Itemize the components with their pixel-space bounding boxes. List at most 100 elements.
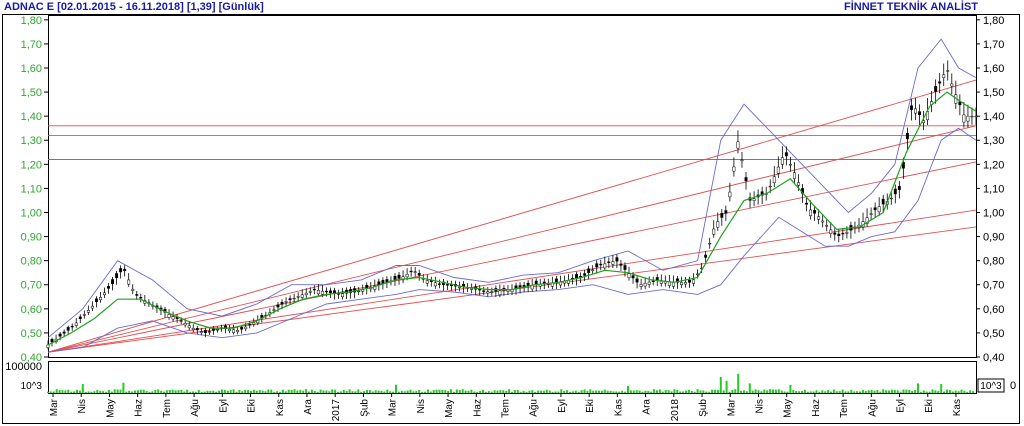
volume-bar bbox=[815, 390, 818, 393]
volume-bar bbox=[58, 390, 61, 393]
volume-bar bbox=[212, 390, 215, 393]
candle-body bbox=[308, 291, 312, 293]
candle-body bbox=[187, 325, 191, 329]
volume-bar bbox=[571, 391, 574, 393]
candle-body bbox=[119, 268, 123, 273]
volume-bar bbox=[757, 390, 760, 393]
volume-bar bbox=[937, 391, 940, 393]
volume-bar bbox=[554, 391, 557, 393]
volume-bar bbox=[545, 389, 548, 393]
bollinger-upper-band bbox=[47, 38, 977, 339]
x-tick-label: Eyl bbox=[218, 399, 229, 413]
volume-bar bbox=[284, 391, 287, 393]
volume-bar bbox=[890, 389, 893, 393]
candles bbox=[46, 60, 978, 350]
y-tick-label-right: 1,60 bbox=[983, 63, 1004, 75]
candle-body bbox=[417, 273, 421, 276]
candle-body bbox=[833, 232, 837, 235]
volume-bar bbox=[745, 391, 748, 393]
volume-bar bbox=[969, 390, 972, 393]
volume-bar bbox=[722, 390, 725, 393]
candle-body bbox=[409, 270, 413, 273]
volume-bar bbox=[864, 391, 867, 393]
volume-bar bbox=[679, 391, 682, 393]
volume-bar bbox=[308, 391, 310, 393]
volume-bar bbox=[279, 391, 281, 393]
volume-bar bbox=[110, 391, 113, 393]
candle-body bbox=[869, 213, 873, 215]
candle-body bbox=[240, 326, 244, 330]
candle-body bbox=[401, 276, 405, 281]
volume-bar bbox=[789, 385, 792, 393]
x-tick-label: May bbox=[783, 399, 794, 418]
volume-bar bbox=[847, 391, 850, 393]
volume-bar bbox=[876, 390, 879, 393]
volume-bar bbox=[73, 391, 76, 393]
volume-bar bbox=[183, 391, 186, 393]
candle-body bbox=[865, 217, 869, 224]
volume-bar bbox=[685, 390, 687, 393]
candle-body bbox=[901, 162, 905, 169]
volume-bar bbox=[603, 389, 606, 393]
volume-bar bbox=[47, 391, 49, 393]
volume-bar bbox=[424, 391, 426, 393]
volume-bar bbox=[357, 389, 360, 393]
volume-bar bbox=[772, 389, 774, 393]
candle-body bbox=[498, 290, 502, 296]
x-tick-label: May bbox=[444, 399, 455, 418]
volume-bar bbox=[922, 390, 925, 393]
volume-bar bbox=[600, 390, 603, 393]
volume-bar bbox=[925, 391, 928, 393]
volume-bar bbox=[148, 392, 151, 393]
volume-bar bbox=[537, 390, 540, 393]
volume-bar bbox=[740, 390, 743, 393]
volume-bar bbox=[566, 390, 569, 393]
volume-bar bbox=[232, 389, 235, 393]
volume-bar bbox=[270, 389, 273, 393]
candle-body bbox=[179, 320, 183, 322]
volume-bar bbox=[728, 391, 731, 393]
volume-bar bbox=[708, 391, 711, 393]
volume-bar bbox=[84, 391, 87, 393]
volume-bar bbox=[168, 390, 171, 393]
volume-bar bbox=[348, 389, 351, 393]
volume-bar bbox=[505, 390, 508, 393]
candle-body bbox=[736, 141, 740, 149]
volume-bar bbox=[667, 390, 670, 393]
volume-bar bbox=[192, 391, 194, 393]
volume-bar bbox=[412, 391, 415, 393]
volume-bar bbox=[160, 390, 163, 393]
x-tick-label: Kas bbox=[275, 399, 286, 416]
volume-scale-top-label: 100000 bbox=[5, 361, 42, 373]
volume-bar bbox=[453, 391, 455, 393]
volume-bar bbox=[226, 390, 229, 393]
volume-bar bbox=[447, 390, 450, 393]
volume-bar bbox=[525, 391, 528, 393]
volume-bar bbox=[531, 390, 534, 393]
y-tick-label-left: 0,80 bbox=[21, 256, 42, 268]
volume-bar bbox=[841, 389, 844, 393]
candle-body bbox=[684, 282, 687, 285]
volume-bar bbox=[363, 391, 366, 393]
volume-bar bbox=[299, 389, 302, 393]
x-tick-label: Kas bbox=[952, 399, 963, 416]
volume-bar bbox=[714, 389, 716, 393]
volume-plot-frame bbox=[48, 361, 977, 394]
candle-body bbox=[437, 283, 441, 285]
x-axis: Mar Nis May Haz Tem Ağu Eyl Eki Kas Ara 2017 Şub Mar… bbox=[49, 393, 963, 421]
volume-bar bbox=[221, 389, 223, 393]
volume-bar bbox=[908, 389, 911, 393]
volume-bar bbox=[801, 391, 803, 393]
volume-bar bbox=[641, 391, 644, 393]
volume-bar bbox=[635, 390, 638, 393]
volume-bar bbox=[328, 391, 331, 393]
x-tick-label: Nis bbox=[416, 399, 427, 413]
volume-bar bbox=[940, 384, 943, 393]
candle-body bbox=[103, 292, 106, 296]
candle-body bbox=[631, 275, 635, 279]
volume-bar bbox=[856, 391, 859, 393]
volume-bar bbox=[70, 391, 73, 393]
candle-body bbox=[252, 322, 256, 325]
candle-body bbox=[413, 271, 417, 273]
